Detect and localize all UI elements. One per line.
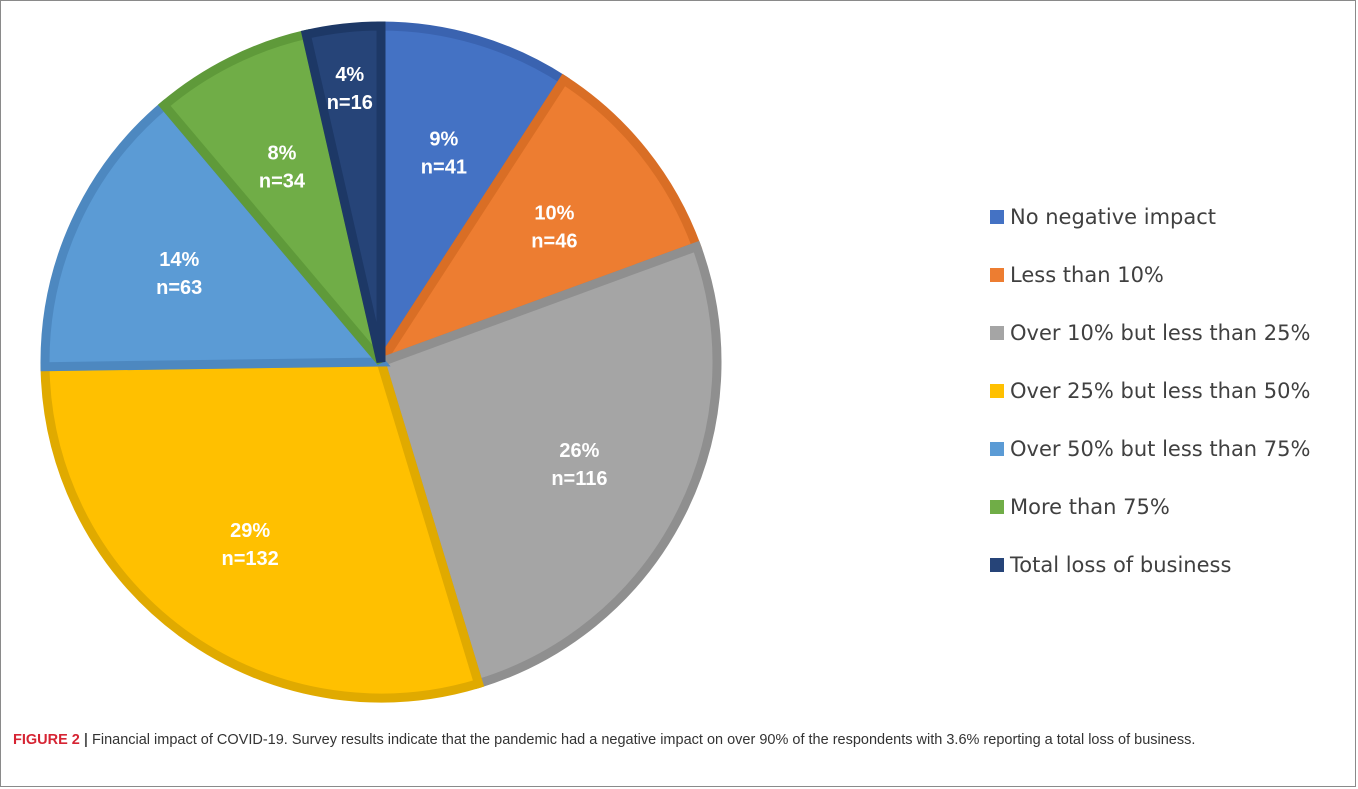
legend-item-0: No negative impact (990, 198, 1310, 235)
pie-slice-2 (375, 240, 722, 690)
legend-item-1: Less than 10% (990, 256, 1310, 293)
slice-percent-label-5: 8% (268, 143, 297, 165)
figure-caption: FIGURE 2 | Financial impact of COVID-19.… (13, 731, 1333, 750)
legend-item-5: More than 75% (990, 488, 1310, 525)
slice-count-label-4: n=63 (156, 277, 202, 299)
legend-item-2: Over 10% but less than 25% (990, 314, 1310, 351)
legend-label-5: More than 75% (1010, 494, 1170, 519)
legend-swatch-1 (990, 267, 1004, 282)
slice-percent-label-1: 10% (534, 203, 574, 225)
caption-text: Financial impact of COVID-19. Survey res… (92, 732, 1196, 748)
caption-figure-label: FIGURE 2 (13, 732, 80, 748)
slice-count-label-3: n=132 (222, 548, 279, 570)
slice-percent-label-3: 29% (230, 520, 270, 542)
pie-slice-3 (40, 357, 485, 703)
pie-slice-4 (40, 98, 391, 372)
slice-count-label-1: n=46 (531, 231, 577, 253)
legend-swatch-4 (990, 441, 1004, 456)
legend-swatch-2 (990, 325, 1004, 340)
pie-slice-0 (376, 21, 570, 378)
slice-count-label-5: n=34 (259, 171, 306, 193)
legend-swatch-5 (990, 499, 1004, 514)
legend-label-1: Less than 10% (1010, 262, 1164, 287)
legend-label-6: Total loss of business (1010, 552, 1232, 577)
legend-label-4: Over 50% but less than 75% (1010, 436, 1311, 461)
slice-percent-label-6: 4% (335, 64, 364, 86)
legend-label-2: Over 10% but less than 25% (1010, 320, 1311, 345)
pie-slice-6 (300, 21, 386, 364)
slice-percent-label-4: 14% (159, 249, 199, 271)
slice-count-label-6: n=16 (327, 92, 373, 114)
chart-legend: No negative impact Less than 10% Over 10% … (990, 198, 1310, 604)
legend-label-3: Over 25% but less than 50% (1010, 378, 1311, 403)
pie-slice-1 (369, 73, 703, 371)
legend-swatch-6 (990, 557, 1004, 572)
slice-count-label-2: n=116 (551, 468, 607, 490)
legend-label-0: No negative impact (1010, 204, 1217, 229)
slice-count-label-0: n=41 (421, 156, 467, 178)
slice-percent-label-0: 9% (429, 128, 458, 150)
legend-swatch-0 (990, 209, 1004, 224)
legend-swatch-3 (990, 383, 1004, 398)
slice-percent-label-2: 26% (559, 440, 599, 462)
caption-separator: | (83, 732, 88, 748)
legend-item-3: Over 25% but less than 50% (990, 372, 1310, 409)
legend-item-6: Total loss of business (990, 546, 1310, 583)
pie-slice-5 (157, 29, 386, 365)
legend-item-4: Over 50% but less than 75% (990, 430, 1310, 467)
